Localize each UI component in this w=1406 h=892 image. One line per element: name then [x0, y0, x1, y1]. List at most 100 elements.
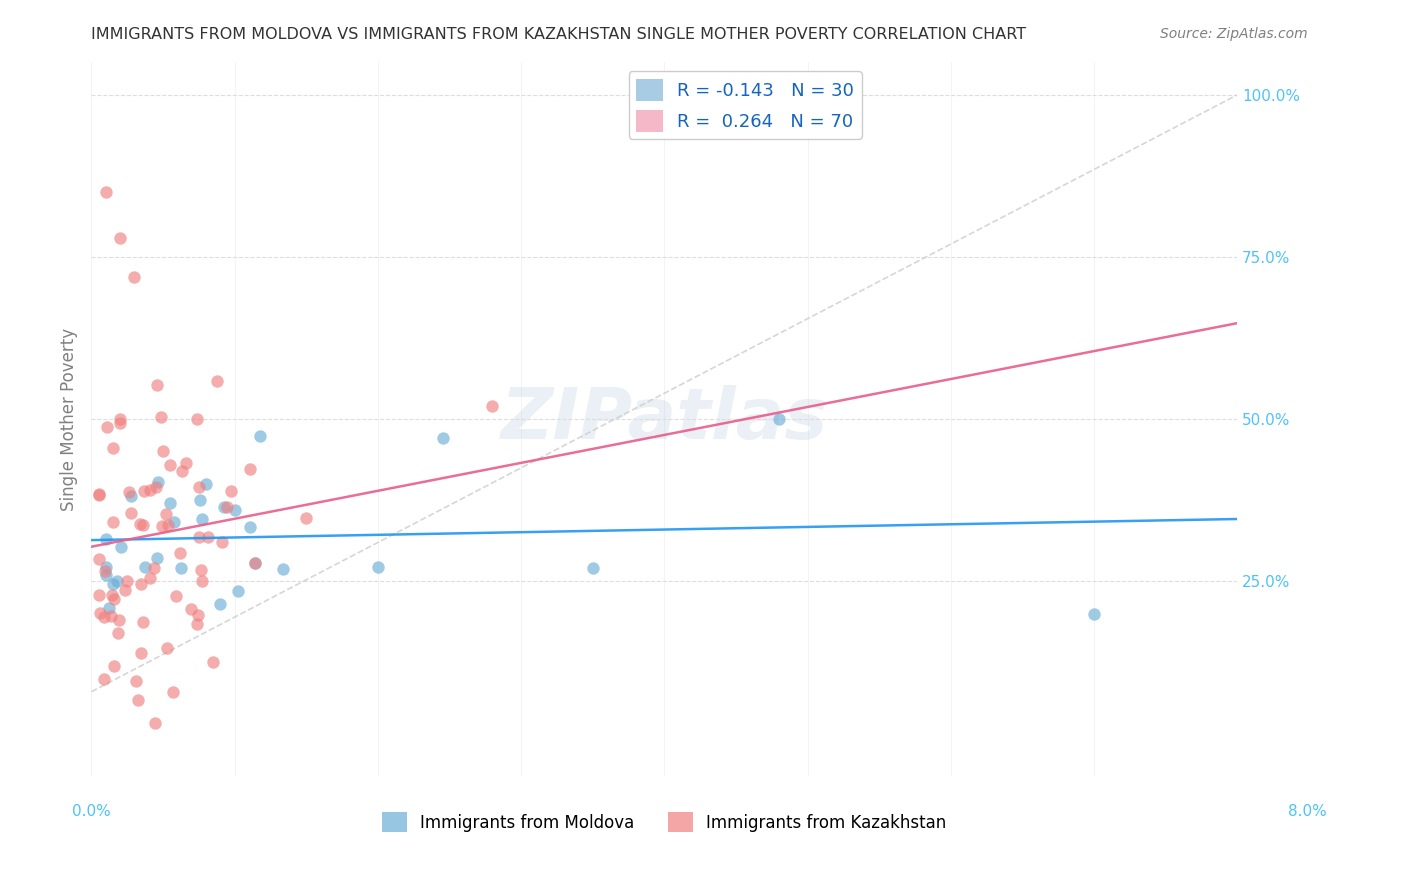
Point	[93, 672, 115, 686]
Point	[165, 589, 187, 603]
Point	[212, 500, 235, 514]
Text: 0.0%: 0.0%	[72, 805, 111, 819]
Point	[219, 483, 242, 498]
Point	[87, 588, 110, 602]
Point	[481, 399, 503, 413]
Point	[87, 488, 110, 502]
Point	[142, 561, 165, 575]
Point	[201, 655, 224, 669]
Point	[157, 517, 180, 532]
Point	[129, 516, 152, 531]
Point	[132, 517, 155, 532]
Point	[224, 503, 246, 517]
Point	[188, 480, 211, 494]
Point	[94, 559, 117, 574]
Point	[163, 515, 186, 529]
Point	[110, 540, 132, 554]
Point	[120, 489, 142, 503]
Point	[105, 574, 128, 588]
Point	[162, 685, 184, 699]
Point	[367, 559, 389, 574]
Point	[148, 475, 170, 490]
Point	[96, 419, 118, 434]
Point	[134, 560, 156, 574]
Point	[172, 464, 194, 478]
Point	[249, 429, 271, 443]
Point	[188, 493, 211, 508]
Point	[103, 659, 125, 673]
Point	[145, 480, 167, 494]
Point	[271, 562, 294, 576]
Point	[190, 564, 212, 578]
Point	[100, 608, 122, 623]
Point	[89, 606, 111, 620]
Point	[94, 532, 117, 546]
Point	[129, 646, 152, 660]
Point	[101, 441, 124, 455]
Point	[108, 417, 131, 431]
Point	[131, 615, 153, 630]
Point	[117, 574, 139, 589]
Point	[108, 613, 131, 627]
Text: 8.0%: 8.0%	[1288, 805, 1327, 819]
Text: ZIPatlas: ZIPatlas	[501, 384, 828, 454]
Point	[143, 716, 166, 731]
Legend: R = -0.143   N = 30, R =  0.264   N = 70: R = -0.143 N = 30, R = 0.264 N = 70	[628, 71, 862, 139]
Point	[108, 230, 131, 244]
Point	[195, 476, 218, 491]
Point	[139, 571, 162, 585]
Text: Source: ZipAtlas.com: Source: ZipAtlas.com	[1160, 27, 1308, 41]
Point	[145, 550, 167, 565]
Point	[152, 443, 174, 458]
Point	[139, 483, 162, 497]
Point	[101, 576, 124, 591]
Point	[156, 640, 179, 655]
Point	[169, 545, 191, 559]
Point	[93, 610, 115, 624]
Point	[118, 484, 141, 499]
Point	[145, 377, 167, 392]
Point	[101, 588, 124, 602]
Point	[114, 583, 136, 598]
Point	[103, 592, 125, 607]
Point	[97, 600, 120, 615]
Point	[87, 486, 110, 500]
Point	[94, 185, 117, 199]
Point	[205, 374, 228, 388]
Point	[159, 458, 181, 472]
Point	[124, 674, 146, 689]
Point	[107, 626, 129, 640]
Point	[582, 561, 605, 575]
Point	[127, 692, 149, 706]
Point	[1083, 607, 1105, 621]
Point	[186, 412, 208, 426]
Point	[150, 519, 173, 533]
Point	[211, 535, 233, 549]
Y-axis label: Single Mother Poverty: Single Mother Poverty	[59, 327, 77, 511]
Point	[243, 556, 266, 570]
Point	[187, 608, 209, 623]
Point	[188, 530, 211, 544]
Point	[124, 269, 146, 284]
Point	[432, 431, 454, 445]
Point	[94, 564, 117, 578]
Point	[208, 597, 231, 611]
Point	[197, 530, 219, 544]
Point	[155, 507, 177, 521]
Text: IMMIGRANTS FROM MOLDOVA VS IMMIGRANTS FROM KAZAKHSTAN SINGLE MOTHER POVERTY CORR: IMMIGRANTS FROM MOLDOVA VS IMMIGRANTS FR…	[91, 27, 1026, 42]
Point	[226, 584, 249, 599]
Point	[768, 412, 790, 426]
Point	[190, 512, 212, 526]
Point	[294, 511, 316, 525]
Point	[239, 461, 262, 475]
Point	[191, 574, 214, 588]
Point	[176, 456, 198, 470]
Point	[120, 506, 142, 520]
Point	[132, 484, 155, 499]
Point	[243, 556, 266, 570]
Point	[170, 561, 193, 575]
Point	[239, 520, 262, 534]
Point	[94, 567, 117, 582]
Point	[87, 552, 110, 566]
Point	[186, 616, 208, 631]
